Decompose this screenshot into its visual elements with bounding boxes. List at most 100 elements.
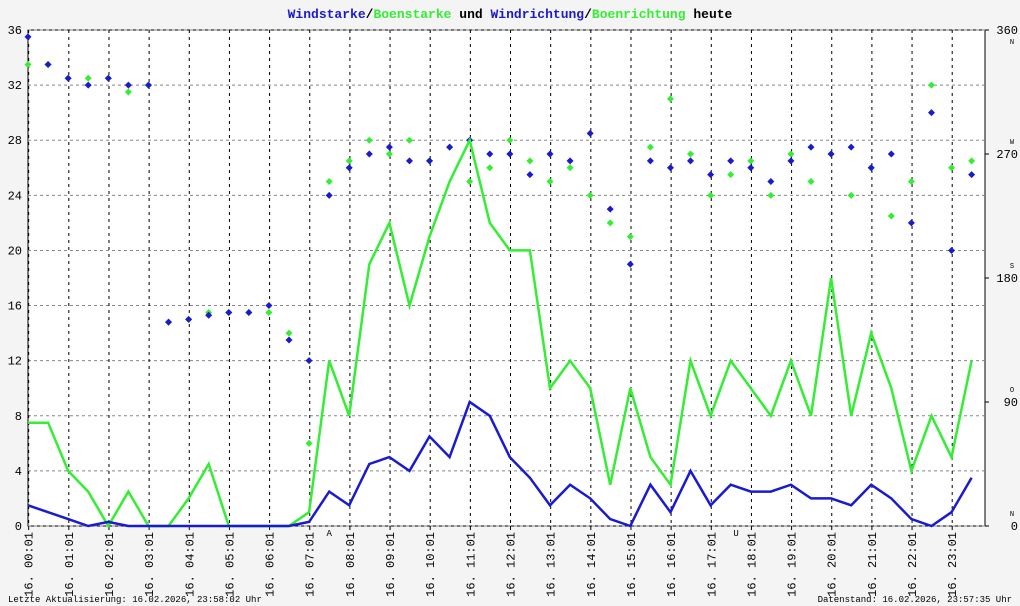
direction-dot (968, 171, 976, 179)
direction-dot (626, 260, 634, 268)
direction-dot (907, 178, 915, 186)
title-series-name: Windrichtung (490, 7, 584, 22)
y2-tick-label: 180 (996, 272, 1018, 286)
direction-dot (847, 191, 855, 199)
direction-dot (365, 150, 373, 158)
y2-direction-letter: N (1010, 39, 1014, 47)
direction-dot (747, 157, 755, 165)
direction-dot (405, 136, 413, 144)
direction-dot (827, 150, 835, 158)
direction-dot (887, 150, 895, 158)
direction-dot (305, 357, 313, 365)
direction-dot (887, 212, 895, 220)
chart-title: Windstarke/Boenstarke und Windrichtung/B… (288, 7, 733, 22)
x-tick-label: 16. 00:01 (23, 532, 37, 597)
y-tick-label: 12 (8, 355, 22, 369)
direction-dot (486, 164, 494, 172)
series-line (27, 400, 973, 528)
x-tick-label: 16. 03:01 (143, 532, 157, 597)
y2-direction-letter: W (1010, 139, 1015, 147)
footer-right: Datenstand: 16.02.2026, 23:57:35 Uhr (818, 595, 1012, 605)
direction-dot (646, 143, 654, 151)
direction-dot (807, 178, 815, 186)
direction-dot (907, 219, 915, 227)
direction-dot (666, 164, 674, 172)
y-tick-label: 24 (8, 189, 22, 203)
x-tick-label: 16. 16:01 (665, 532, 679, 597)
direction-dot (626, 233, 634, 241)
direction-dot (325, 178, 333, 186)
direction-dot (727, 171, 735, 179)
title-series-name: Windstarke (288, 7, 366, 22)
direction-dot (124, 88, 132, 96)
direction-dot (526, 157, 534, 165)
title-text: / (584, 7, 592, 22)
title-text: und (451, 7, 490, 22)
direction-dot (867, 164, 875, 172)
direction-dot (24, 60, 32, 68)
direction-dot (466, 178, 474, 186)
series-line (28, 136, 973, 529)
x-tick-label: 16. 23:01 (946, 532, 960, 597)
direction-dot (687, 157, 695, 165)
y2-tick-label: 360 (996, 24, 1018, 38)
x-tick-label: 16. 11:01 (464, 532, 478, 597)
y-tick-label: 0 (15, 520, 22, 534)
direction-dot (405, 157, 413, 165)
direction-dot (185, 315, 193, 323)
direction-dot (968, 157, 976, 165)
direction-dot (546, 178, 554, 186)
y2-tick-label: 90 (1004, 396, 1018, 410)
x-tick-label: 16. 17:01 (705, 532, 719, 597)
direction-dot (767, 191, 775, 199)
x-tick-label: 16. 21:01 (866, 532, 880, 597)
y2-direction-letter: O (1010, 387, 1014, 395)
direction-dot (245, 308, 253, 316)
direction-dot (687, 150, 695, 158)
x-tick-label: 16. 05:01 (223, 532, 237, 597)
direction-dot (165, 318, 173, 326)
direction-dot (747, 164, 755, 172)
direction-dot (566, 164, 574, 172)
y2-direction-letter: N (1010, 511, 1014, 519)
y-tick-label: 28 (8, 134, 22, 148)
x-tick-label: 16. 01:01 (63, 532, 77, 597)
direction-dot (265, 308, 273, 316)
x-tick-label: 16. 15:01 (625, 532, 639, 597)
direction-dot (707, 171, 715, 179)
direction-dot (64, 74, 72, 82)
x-tick-label: 16. 02:01 (103, 532, 117, 597)
direction-dot (446, 143, 454, 151)
direction-dot (24, 33, 32, 41)
direction-dot (546, 150, 554, 158)
x-tick-label: 16. 12:01 (505, 532, 519, 597)
direction-dot (44, 60, 52, 68)
direction-dot (225, 308, 233, 316)
x-tick-label: 16. 04:01 (183, 532, 197, 597)
direction-dot (586, 129, 594, 137)
plot-area (27, 29, 986, 527)
direction-dot (285, 329, 293, 337)
direction-dot (666, 95, 674, 103)
direction-dot (586, 191, 594, 199)
direction-dot (927, 109, 935, 117)
direction-dot (707, 191, 715, 199)
direction-dot (265, 302, 273, 310)
direction-dot (426, 157, 434, 165)
x-tick-label: 16. 07:01 (304, 532, 318, 597)
annotation: U (733, 529, 738, 539)
direction-dot (506, 136, 514, 144)
title-text: / (366, 7, 374, 22)
direction-dot (385, 150, 393, 158)
direction-dot (767, 178, 775, 186)
direction-dot (566, 157, 574, 165)
y-tick-label: 32 (8, 79, 22, 93)
footer-left: Letzte Aktualisierung: 16.02.2026, 23:58… (8, 595, 262, 605)
title-text: heute (686, 7, 733, 22)
direction-dot (787, 157, 795, 165)
direction-dot (325, 191, 333, 199)
y-tick-label: 20 (8, 244, 22, 258)
direction-dot (104, 74, 112, 82)
y-tick-label: 4 (15, 465, 22, 479)
